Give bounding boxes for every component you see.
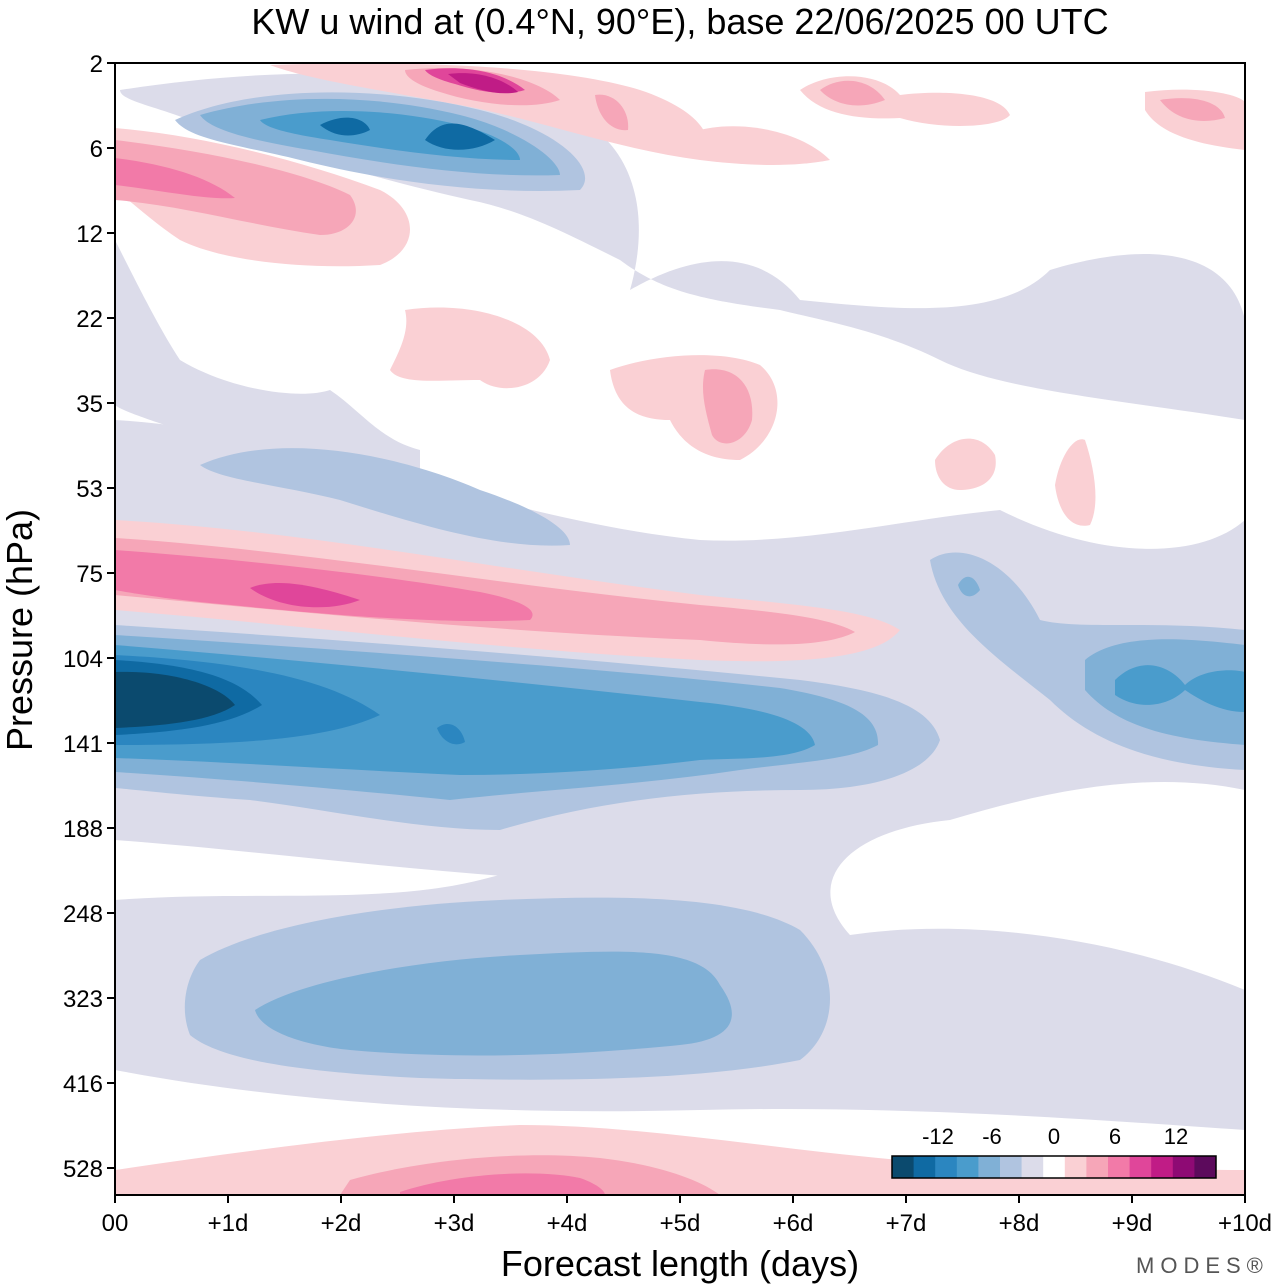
- y-tick-label: 75: [76, 561, 103, 588]
- x-tick-label: +3d: [434, 1210, 475, 1237]
- colorbar-tick-label: -12: [922, 1124, 954, 1149]
- y-axis: 2 6 12 22 35 53 75 104 141 188 248 323 416 528: [63, 51, 115, 1183]
- contour-region: [1115, 665, 1245, 712]
- x-tick-label: +4d: [547, 1210, 588, 1237]
- contour-field: [115, 63, 1245, 1195]
- contour-region: [820, 80, 885, 106]
- x-tick-label: +2d: [321, 1210, 362, 1237]
- contour-region: [595, 94, 629, 131]
- contour-region: [958, 576, 980, 597]
- chart-title: KW u wind at (0.4°N, 90°E), base 22/06/2…: [251, 1, 1108, 42]
- contour-region: [390, 307, 550, 389]
- contour-region: [115, 158, 235, 199]
- colorbar-swatch: [892, 1156, 915, 1178]
- y-tick-label: 528: [63, 1156, 103, 1183]
- y-tick-label: 35: [76, 391, 103, 418]
- colorbar-tick-label: 12: [1164, 1124, 1188, 1149]
- contour-region: [270, 63, 708, 160]
- x-tick-label: +8d: [999, 1210, 1040, 1237]
- y-tick-label: 6: [90, 136, 103, 163]
- colorbar-swatch: [1129, 1156, 1152, 1178]
- brand-logo: MODES®: [1136, 1253, 1269, 1278]
- y-tick-label: 22: [76, 306, 103, 333]
- x-tick-label: +9d: [1112, 1210, 1153, 1237]
- x-tick-label: +1d: [208, 1210, 249, 1237]
- x-axis: 00 +1d +2d +3d +4d +5d +6d +7d +8d +9d +10d: [102, 1195, 1272, 1237]
- contour-region: [400, 1173, 605, 1195]
- colorbar-swatch: [1000, 1156, 1023, 1178]
- contour-region: [200, 448, 570, 546]
- colorbar-swatch: [1108, 1156, 1131, 1178]
- colorbar-swatch: [1064, 1156, 1087, 1178]
- colorbar-tick-label: -6: [982, 1124, 1002, 1149]
- contour-region: [448, 73, 518, 94]
- contour-region: [115, 240, 420, 470]
- contour-region: [425, 123, 495, 150]
- colorbar-swatch: [1172, 1156, 1195, 1178]
- x-tick-label: +6d: [773, 1210, 814, 1237]
- y-tick-label: 12: [76, 221, 103, 248]
- colorbar-swatch: [935, 1156, 958, 1178]
- y-axis-label: Pressure (hPa): [0, 509, 40, 751]
- contour-region: [250, 582, 360, 608]
- y-tick-label: 188: [63, 816, 103, 843]
- colorbar-swatch: [1086, 1156, 1109, 1178]
- y-tick-label: 323: [63, 986, 103, 1013]
- contour-region: [935, 438, 996, 490]
- colorbar-frame: [891, 1155, 1217, 1179]
- contour-region: [115, 671, 235, 728]
- contour-region: [700, 126, 830, 165]
- colorbar-tick-label: 0: [1048, 1124, 1060, 1149]
- colorbar-swatch: [956, 1156, 979, 1178]
- colorbar-tick-label: 6: [1109, 1124, 1121, 1149]
- x-axis-label: Forecast length (days): [501, 1243, 859, 1284]
- contour-region: [437, 723, 465, 745]
- colorbar-swatch: [1043, 1156, 1066, 1178]
- colorbar: -12 -6 0 6 12: [891, 1124, 1217, 1179]
- contour-region: [702, 369, 753, 444]
- y-tick-label: 416: [63, 1071, 103, 1098]
- contour-region: [115, 140, 356, 235]
- contour-region: [255, 951, 732, 1056]
- y-tick-label: 104: [63, 646, 103, 673]
- colorbar-swatch: [1021, 1156, 1044, 1178]
- y-tick-label: 248: [63, 901, 103, 928]
- contour-region: [115, 550, 533, 622]
- contour-region: [115, 538, 855, 645]
- y-tick-label: 2: [90, 51, 103, 78]
- x-tick-label: 00: [102, 1210, 129, 1237]
- colorbar-swatch: [1151, 1156, 1174, 1178]
- contour-region: [1160, 98, 1225, 121]
- contour-region: [320, 117, 370, 136]
- colorbar-swatch: [978, 1156, 1001, 1178]
- colorbar-swatch: [913, 1156, 936, 1178]
- x-tick-label: +5d: [660, 1210, 701, 1237]
- colorbar-swatch: [1194, 1156, 1217, 1178]
- contour-region: [1055, 439, 1096, 526]
- y-tick-label: 141: [63, 731, 103, 758]
- y-tick-label: 53: [76, 476, 103, 503]
- x-tick-label: +10d: [1218, 1210, 1272, 1237]
- x-tick-label: +7d: [886, 1210, 927, 1237]
